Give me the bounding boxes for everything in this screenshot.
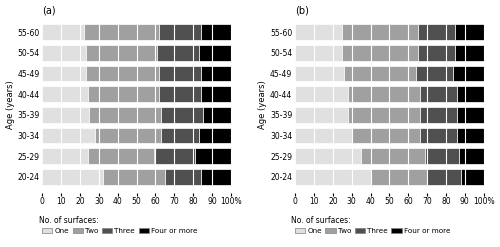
Bar <box>295 128 352 143</box>
Bar <box>90 107 161 123</box>
Bar <box>200 169 231 185</box>
Bar <box>348 107 420 123</box>
Bar <box>344 66 416 81</box>
Bar <box>457 128 483 143</box>
Bar <box>295 86 348 102</box>
Y-axis label: Age (years): Age (years) <box>6 80 15 129</box>
Bar <box>342 24 417 40</box>
Bar <box>42 107 90 123</box>
Bar <box>42 128 95 143</box>
Bar <box>42 24 84 40</box>
Bar <box>158 45 199 61</box>
Bar <box>95 128 161 143</box>
Bar <box>42 66 86 81</box>
Bar <box>84 24 159 40</box>
Bar <box>159 24 200 40</box>
Bar <box>370 169 427 185</box>
Bar <box>199 45 231 61</box>
Bar <box>427 169 461 185</box>
Bar <box>420 107 457 123</box>
Bar <box>199 128 231 143</box>
Bar <box>295 107 348 123</box>
Bar <box>42 148 88 164</box>
Bar <box>161 128 199 143</box>
Bar <box>454 66 484 81</box>
Bar <box>295 148 361 164</box>
Bar <box>159 86 200 102</box>
Bar <box>42 45 86 61</box>
Bar <box>361 148 425 164</box>
Bar <box>165 169 200 185</box>
Bar <box>295 66 344 81</box>
Bar <box>88 86 159 102</box>
Bar <box>42 169 102 185</box>
Bar <box>86 45 158 61</box>
Bar <box>416 66 454 81</box>
Bar <box>88 148 154 164</box>
Bar <box>456 45 483 61</box>
Bar <box>425 148 459 164</box>
Bar <box>159 66 200 81</box>
Bar <box>102 169 165 185</box>
Bar <box>200 66 231 81</box>
Bar <box>418 24 456 40</box>
Text: (b): (b) <box>295 5 309 16</box>
Bar <box>457 107 483 123</box>
Legend: One, Two, Three, Four or more: One, Two, Three, Four or more <box>42 228 198 234</box>
Bar <box>295 169 370 185</box>
Bar <box>352 128 420 143</box>
Bar <box>342 45 417 61</box>
Bar <box>200 24 231 40</box>
Text: No. of surfaces:: No. of surfaces: <box>38 216 98 225</box>
Bar <box>461 169 483 185</box>
Bar <box>202 107 231 123</box>
Bar <box>418 45 456 61</box>
Bar <box>457 86 483 102</box>
Bar <box>161 107 202 123</box>
Bar <box>420 128 457 143</box>
Bar <box>195 148 231 164</box>
Legend: One, Two, Three, Four or more: One, Two, Three, Four or more <box>295 228 450 234</box>
Bar <box>420 86 457 102</box>
Bar <box>348 86 420 102</box>
Y-axis label: Age (years): Age (years) <box>258 80 268 129</box>
Text: (a): (a) <box>42 5 56 16</box>
Bar <box>154 148 195 164</box>
Bar <box>200 86 231 102</box>
Bar <box>295 45 343 61</box>
Bar <box>456 24 483 40</box>
Bar <box>295 24 343 40</box>
Bar <box>86 66 159 81</box>
Bar <box>459 148 483 164</box>
Text: No. of surfaces:: No. of surfaces: <box>292 216 351 225</box>
Bar <box>42 86 88 102</box>
